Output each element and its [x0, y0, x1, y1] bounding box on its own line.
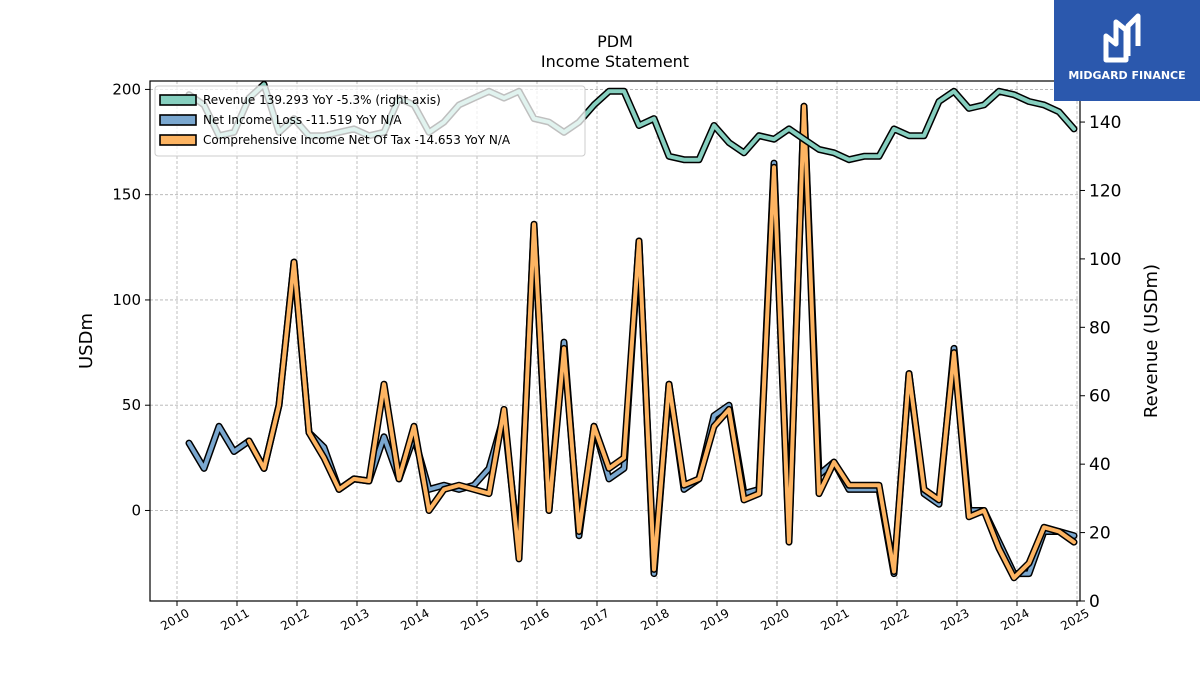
- chart-subtitle: Income Statement: [541, 52, 689, 71]
- series-outline-comprehensive-income-net-of-tax: [245, 102, 1078, 582]
- y-tick-label-left: 200: [112, 80, 141, 98]
- y-tick-label-left: 100: [112, 291, 141, 309]
- axis-ticks: 2010 2011 2012 2013 2014 2015 2016 2017 2018 2019…: [112, 80, 1121, 633]
- grid-lines: [150, 81, 1080, 601]
- legend: Revenue 139.293 YoY -5.3% (right axis) Ne…: [154, 85, 586, 157]
- x-tick-label: 2020: [758, 606, 791, 633]
- y-tick-label-right: 40: [1089, 455, 1111, 475]
- x-tick-label: 2019: [698, 606, 731, 633]
- legend-swatch: [159, 94, 197, 106]
- midgard-logo-icon: [1103, 13, 1141, 63]
- x-tick-label: 2024: [998, 606, 1031, 633]
- series-layer: [185, 80, 1078, 582]
- y-tick-label-left: 50: [122, 396, 141, 414]
- x-tick-label: 2016: [518, 606, 551, 633]
- y-tick-label-right: 20: [1089, 524, 1111, 544]
- x-tick-label: 2015: [458, 606, 491, 633]
- legend-label: Net Income Loss -11.519 YoY N/A: [203, 113, 402, 127]
- x-tick-label: 2022: [878, 606, 911, 633]
- x-tick-label: 2018: [638, 606, 671, 633]
- x-tick-label: 2023: [938, 606, 971, 633]
- chart-title: PDM: [597, 32, 633, 51]
- x-tick-label: 2010: [158, 606, 191, 633]
- legend-label: Comprehensive Income Net Of Tax -14.653 …: [203, 133, 511, 147]
- y-tick-label-right: 80: [1089, 318, 1111, 338]
- brand-name: MIDGARD FINANCE: [1068, 69, 1186, 82]
- plot-frame: [149, 80, 1081, 602]
- x-tick-label: 2011: [218, 606, 251, 633]
- legend-box: [154, 85, 586, 157]
- brand-logo: MIDGARD FINANCE: [1054, 0, 1200, 101]
- legend-swatch: [159, 134, 197, 146]
- y-tick-label-left: 0: [131, 501, 141, 519]
- series-line-comprehensive-income-net-of-tax: [247, 104, 1076, 580]
- x-tick-label: 2014: [398, 606, 431, 633]
- x-tick-label: 2025: [1058, 606, 1091, 633]
- y-tick-label-right: 60: [1089, 387, 1111, 407]
- x-tick-label: 2017: [578, 606, 611, 633]
- x-tick-label: 2021: [818, 606, 851, 633]
- y-tick-label-right: 140: [1089, 113, 1121, 133]
- y-tick-label-right: 0: [1089, 592, 1100, 612]
- y-axis-label-right: Revenue (USDm): [1141, 264, 1162, 418]
- y-tick-label-left: 150: [112, 186, 141, 204]
- y-tick-label-right: 120: [1089, 181, 1121, 201]
- legend-label: Revenue 139.293 YoY -5.3% (right axis): [203, 93, 441, 107]
- y-axis-label-left: USDm: [76, 313, 97, 369]
- x-tick-label: 2012: [278, 606, 311, 633]
- y-tick-label-right: 100: [1089, 250, 1121, 270]
- x-tick-label: 2013: [338, 606, 371, 633]
- legend-swatch: [159, 114, 197, 126]
